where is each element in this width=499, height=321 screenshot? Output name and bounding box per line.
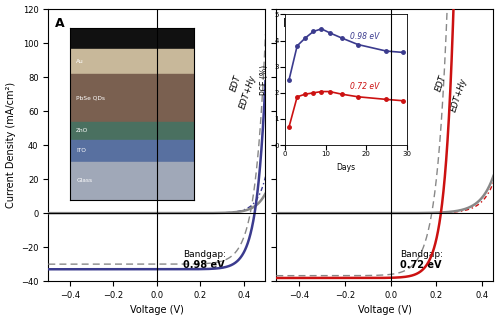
X-axis label: Voltage (V): Voltage (V) bbox=[358, 306, 412, 316]
Text: 0.72 eV: 0.72 eV bbox=[400, 260, 441, 270]
Text: Bandgap:: Bandgap: bbox=[183, 250, 226, 259]
X-axis label: Voltage (V): Voltage (V) bbox=[130, 306, 184, 316]
Text: EDT+Hy: EDT+Hy bbox=[450, 77, 469, 113]
Text: B: B bbox=[283, 17, 292, 30]
Y-axis label: Current Density (mA/cm²): Current Density (mA/cm²) bbox=[5, 82, 15, 208]
Text: EDT+Hy: EDT+Hy bbox=[239, 74, 258, 110]
Text: EDT: EDT bbox=[434, 74, 448, 93]
Text: EDT: EDT bbox=[229, 74, 243, 93]
Text: A: A bbox=[55, 17, 64, 30]
Text: 0.98 eV: 0.98 eV bbox=[183, 260, 225, 270]
Text: Bandgap:: Bandgap: bbox=[400, 250, 443, 259]
